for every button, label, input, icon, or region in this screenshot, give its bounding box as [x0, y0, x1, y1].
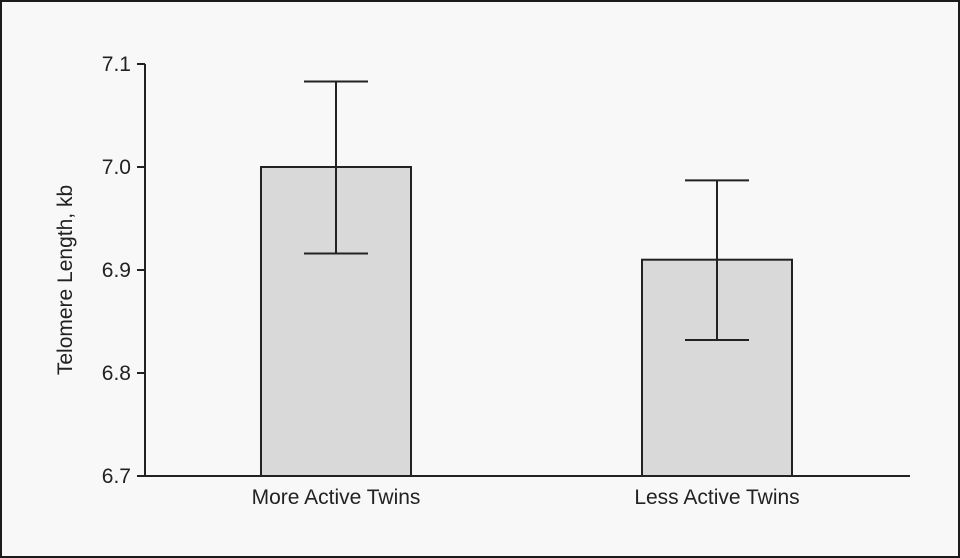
y-tick-label: 6.8 — [102, 362, 131, 385]
y-tick-label: 7.1 — [102, 53, 131, 76]
bars-group — [260, 166, 793, 478]
x-category-label: More Active Twins — [252, 486, 421, 509]
y-tick-label: 6.7 — [102, 465, 131, 488]
y-axis-ticks: 6.7 6.8 6.9 7.0 7.1 — [102, 53, 145, 488]
error-bars-group — [304, 80, 749, 342]
x-axis-labels: More Active Twins Less Active Twins — [252, 486, 800, 509]
x-category-label: Less Active Twins — [634, 486, 799, 509]
y-tick-label: 7.0 — [102, 156, 131, 179]
y-axis-title: Telomere Length, kb — [54, 185, 77, 375]
y-tick-label: 6.9 — [102, 259, 131, 282]
